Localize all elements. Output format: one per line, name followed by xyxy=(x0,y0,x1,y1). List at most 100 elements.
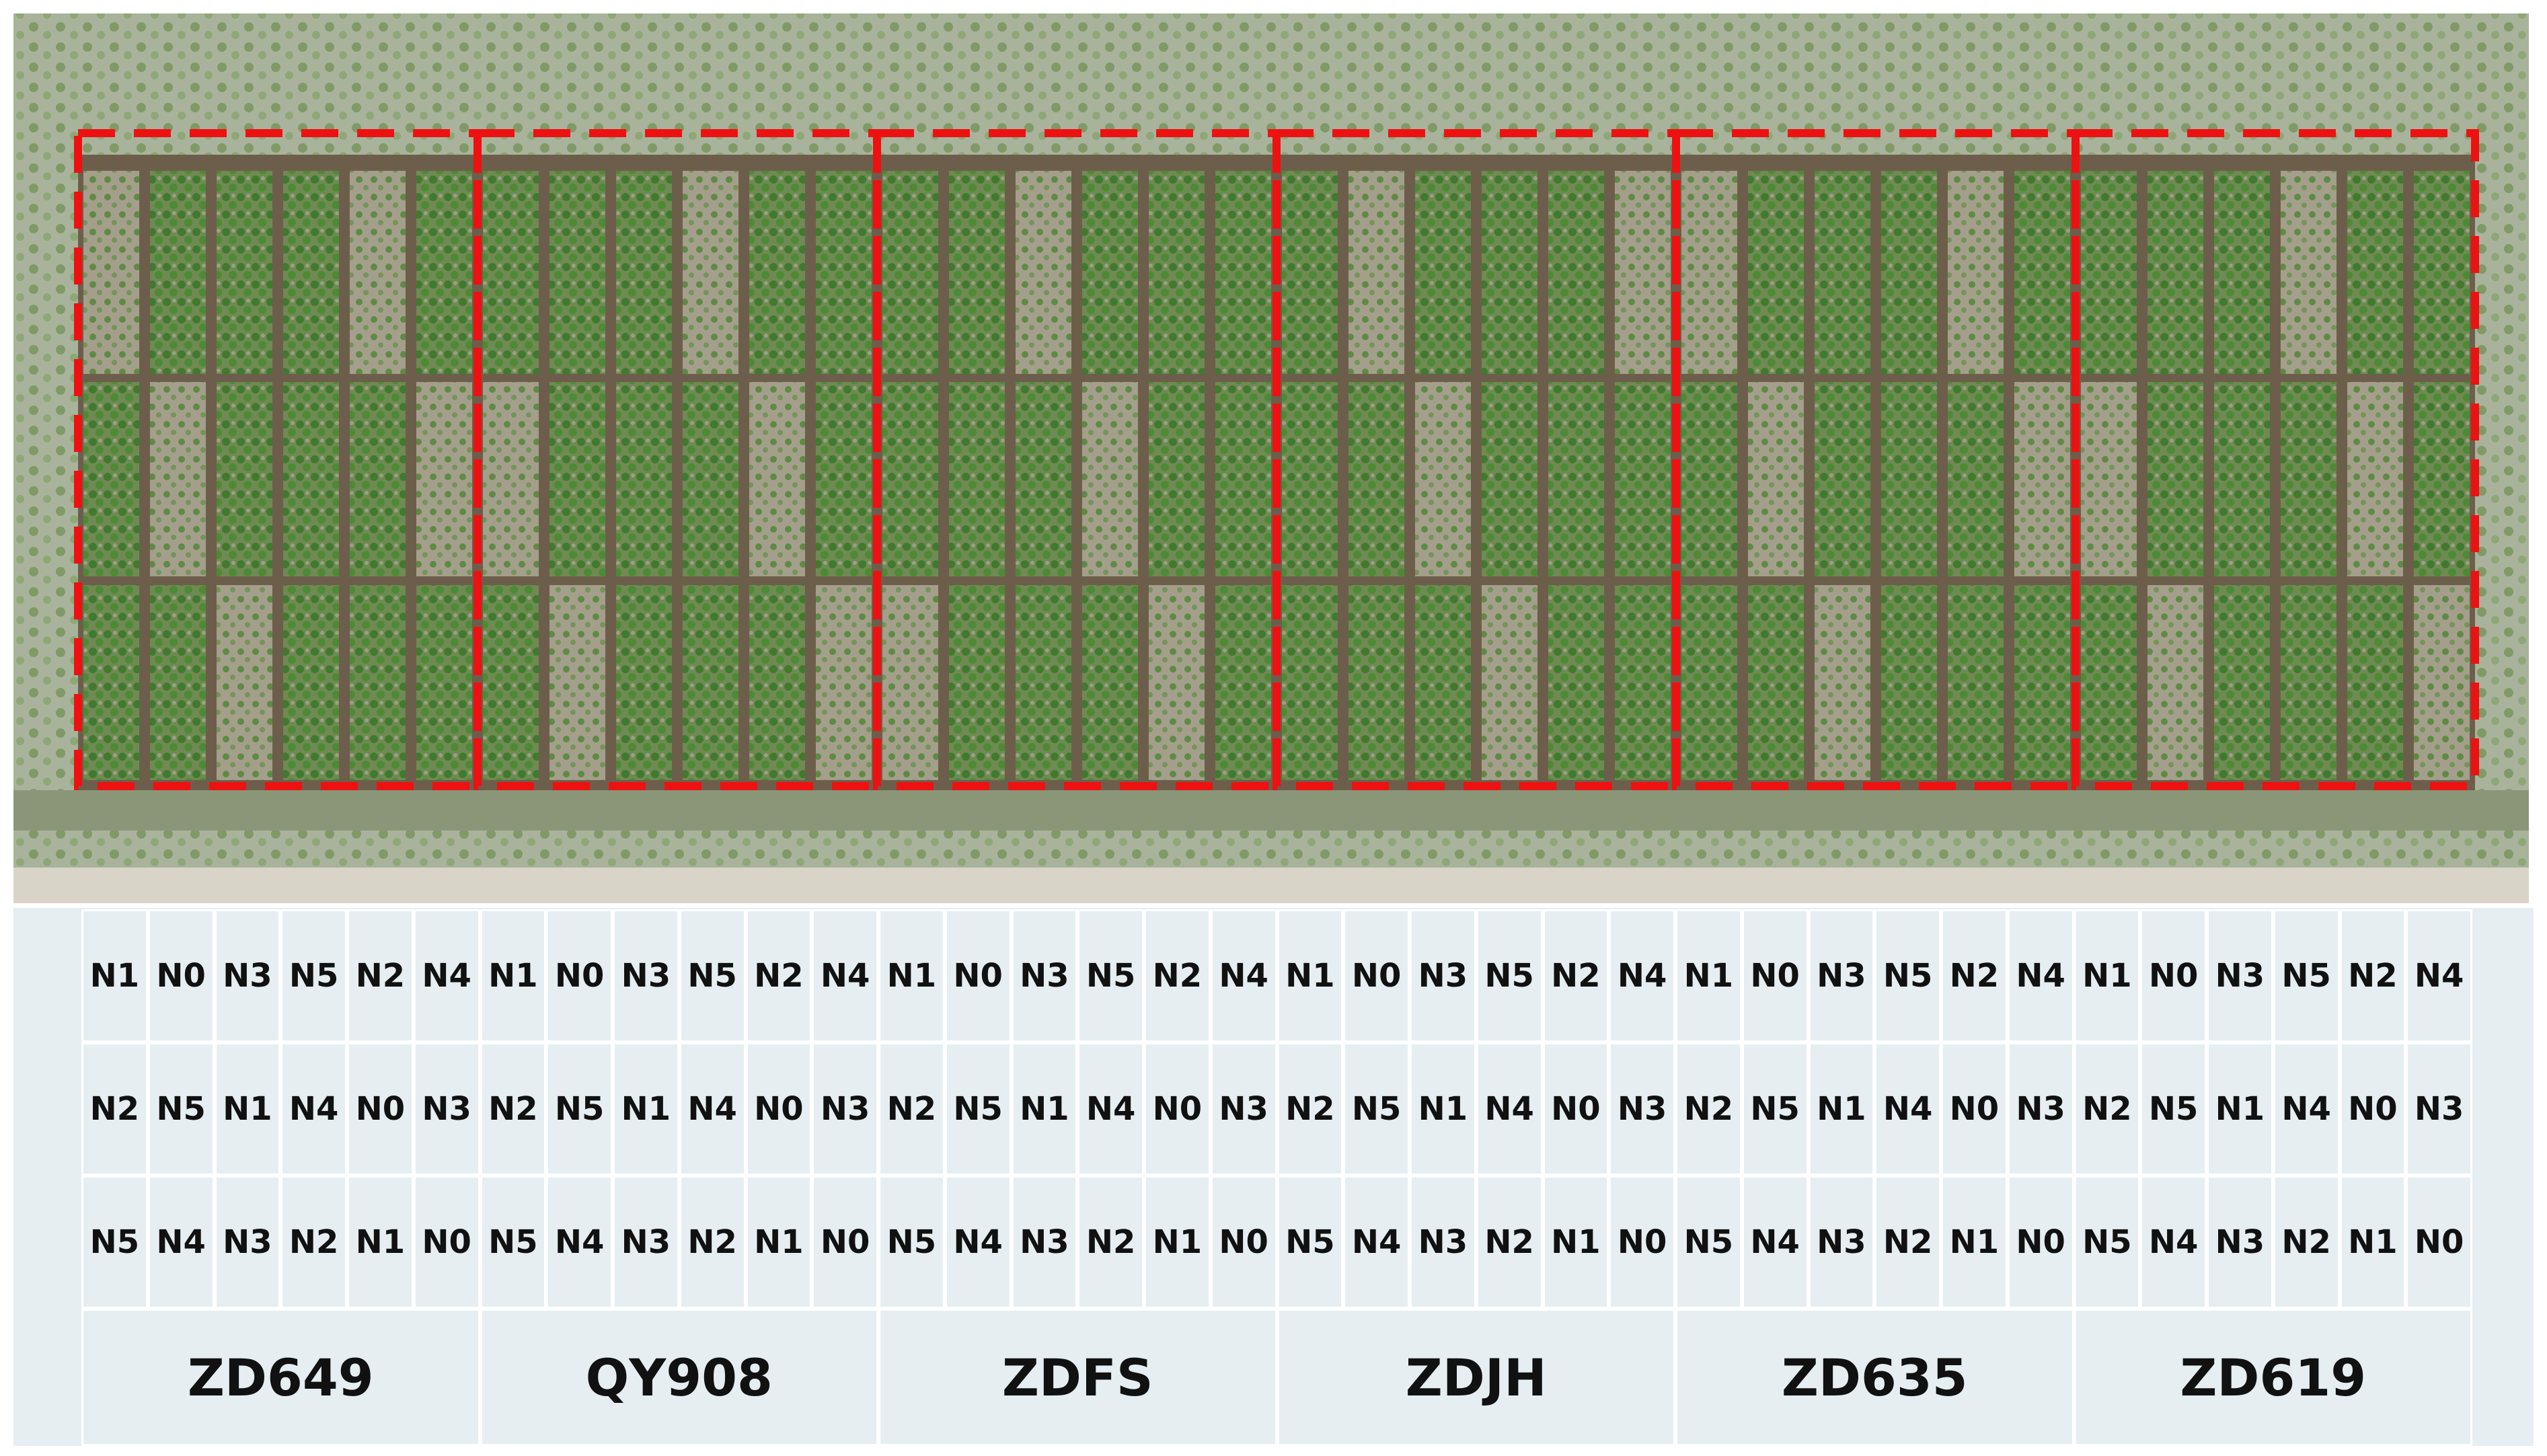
plot xyxy=(1149,585,1205,780)
plot xyxy=(1215,585,1271,780)
plot xyxy=(949,171,1005,374)
treatment-label: N1 xyxy=(347,1176,414,1309)
treatment-label: N4 xyxy=(546,1176,613,1309)
plot xyxy=(1348,171,1404,374)
plot xyxy=(683,382,738,576)
plot xyxy=(217,382,272,576)
plot xyxy=(2414,585,2470,780)
group-outline xyxy=(2071,129,2479,790)
plot xyxy=(483,585,539,780)
treatment-label: N1 xyxy=(81,909,148,1042)
treatment-label: N5 xyxy=(81,1176,148,1309)
treatment-label: N0 xyxy=(2007,1176,2074,1309)
treatment-label: N2 xyxy=(280,1176,347,1309)
treatment-label: N1 xyxy=(480,909,547,1042)
plot xyxy=(83,382,139,576)
treatment-label: N5 xyxy=(1476,909,1543,1042)
treatment-label: N3 xyxy=(1410,909,1476,1042)
cultivar-name: ZDJH xyxy=(1277,1309,1675,1446)
treatment-label: N3 xyxy=(214,1176,281,1309)
treatment-label: N2 xyxy=(878,1042,945,1176)
plot xyxy=(1348,585,1404,780)
treatment-label: N4 xyxy=(2140,1176,2207,1309)
plot xyxy=(1082,585,1138,780)
treatment-label: N4 xyxy=(2406,909,2472,1042)
plot xyxy=(2081,585,2137,780)
plot xyxy=(350,171,406,374)
treatment-label: N5 xyxy=(1077,909,1144,1042)
plot xyxy=(416,382,472,576)
plot xyxy=(1482,382,1537,576)
plot xyxy=(1016,171,1071,374)
plot xyxy=(749,382,805,576)
treatment-label: N1 xyxy=(745,1176,812,1309)
plot xyxy=(1815,382,1870,576)
plot xyxy=(1815,171,1870,374)
plot xyxy=(1881,382,1937,576)
plot xyxy=(1415,585,1471,780)
treatment-label: N1 xyxy=(214,1042,281,1176)
treatment-label: N3 xyxy=(1210,1042,1277,1176)
treatment-label: N2 xyxy=(1941,909,2008,1042)
plot xyxy=(1482,585,1537,780)
treatment-label: N4 xyxy=(944,1176,1012,1309)
treatment-label: N1 xyxy=(2074,909,2141,1042)
treatment-label: N4 xyxy=(2273,1042,2340,1176)
plot xyxy=(1681,171,1737,374)
treatment-label: N3 xyxy=(413,1042,480,1176)
treatment-label: N0 xyxy=(1144,1042,1211,1176)
plot xyxy=(1282,585,1338,780)
treatment-label: N4 xyxy=(1210,909,1277,1042)
plot xyxy=(1348,382,1404,576)
plot xyxy=(483,382,539,576)
plot xyxy=(1681,382,1737,576)
plot xyxy=(83,171,139,374)
plot xyxy=(283,585,339,780)
plot xyxy=(150,585,206,780)
treatment-label: N3 xyxy=(812,1042,878,1176)
plot xyxy=(1548,382,1604,576)
treatment-label: N5 xyxy=(1874,909,1941,1042)
treatment-label: N0 xyxy=(546,909,613,1042)
group-outline xyxy=(873,129,1281,790)
plot xyxy=(1282,171,1338,374)
treatment-label: N0 xyxy=(2140,909,2207,1042)
plot xyxy=(1548,171,1604,374)
treatment-label: N0 xyxy=(944,909,1012,1042)
plot xyxy=(1881,585,1937,780)
plot xyxy=(749,585,805,780)
treatment-label: N5 xyxy=(2074,1176,2141,1309)
treatment-label: N5 xyxy=(147,1042,215,1176)
treatment-label: N1 xyxy=(1277,909,1344,1042)
plot xyxy=(749,171,805,374)
treatment-label: N4 xyxy=(147,1176,215,1309)
treatment-label: N3 xyxy=(2207,909,2273,1042)
treatment-label: N2 xyxy=(1542,909,1609,1042)
treatment-label: N5 xyxy=(2140,1042,2207,1176)
treatment-label: N0 xyxy=(1542,1042,1609,1176)
plot xyxy=(1482,171,1537,374)
treatment-label: N2 xyxy=(347,909,414,1042)
treatment-label: N4 xyxy=(812,909,878,1042)
treatment-label: N2 xyxy=(745,909,812,1042)
treatment-label: N5 xyxy=(280,909,347,1042)
treatment-label: N1 xyxy=(1410,1042,1476,1176)
treatment-label: N1 xyxy=(1144,1176,1211,1309)
plot xyxy=(1681,585,1737,780)
plot xyxy=(283,171,339,374)
plot xyxy=(2014,585,2070,780)
treatment-label: N5 xyxy=(944,1042,1012,1176)
plot xyxy=(83,585,139,780)
plot xyxy=(2347,171,2403,374)
plot xyxy=(2014,382,2070,576)
treatment-label: N0 xyxy=(1210,1176,1277,1309)
plot xyxy=(949,382,1005,576)
plot xyxy=(2147,585,2203,780)
plot xyxy=(217,585,272,780)
treatment-label: N3 xyxy=(2207,1176,2273,1309)
plot xyxy=(616,382,672,576)
plot xyxy=(1615,585,1671,780)
treatment-label: N3 xyxy=(2406,1042,2472,1176)
plot xyxy=(2414,382,2470,576)
